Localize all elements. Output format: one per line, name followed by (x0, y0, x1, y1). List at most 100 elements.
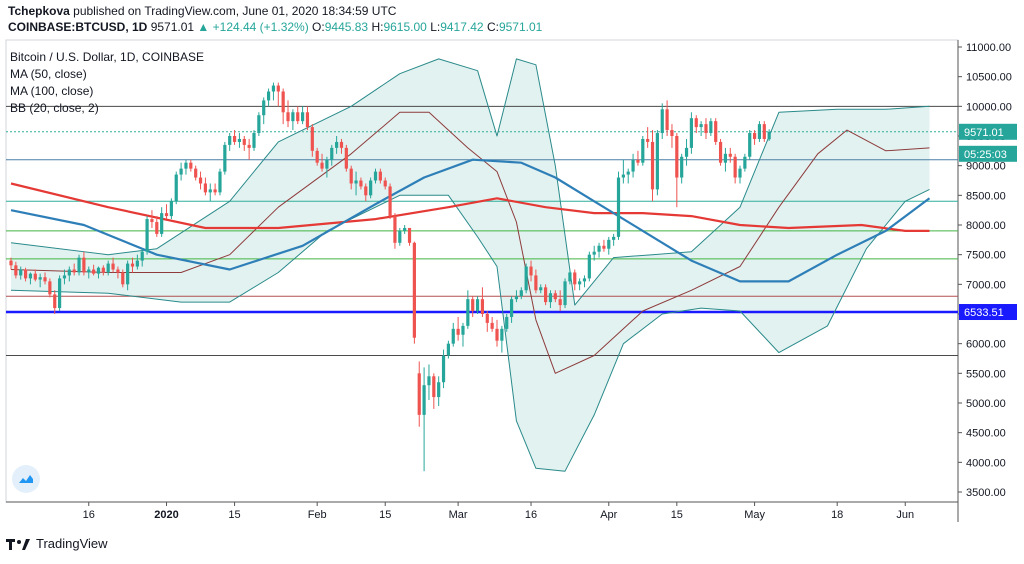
candle-body (53, 294, 57, 309)
candles-group (9, 82, 771, 472)
candle-body (228, 136, 232, 145)
candle-body (305, 112, 310, 128)
candle-body (179, 168, 183, 175)
candle-body (626, 171, 630, 175)
candle-body (699, 124, 703, 128)
candle-body (636, 159, 640, 163)
y-tick-label: 5500.00 (966, 368, 1006, 380)
x-tick-label: 15 (379, 509, 391, 521)
candle-body (92, 269, 96, 274)
candle-body (616, 177, 621, 237)
candle-body (684, 147, 689, 157)
close-value: 9571.01 (498, 20, 543, 34)
chart-title[interactable]: Bitcoin / U.S. Dollar, 1D, COINBASE (10, 50, 205, 64)
open-value: 9445.83 (324, 20, 369, 34)
last-price: 9571.01 (150, 20, 195, 34)
candle-body (587, 254, 591, 279)
candle-body (743, 156, 747, 169)
ma50-line (10, 182, 930, 232)
candle-body (509, 299, 514, 317)
x-tick-label: 16 (83, 509, 95, 521)
y-tick-label: 7000.00 (966, 279, 1006, 291)
candle-body (578, 281, 582, 285)
candle-body (262, 100, 266, 116)
candle-body (602, 245, 606, 249)
candle-body (378, 171, 382, 181)
candle-body (296, 112, 300, 122)
candle-body (111, 263, 115, 270)
candle-body (373, 171, 378, 181)
x-tick-label: Apr (600, 509, 617, 521)
price-label-2: 6533.51 (964, 307, 1004, 319)
candle-body (38, 277, 42, 280)
candle-body (325, 159, 329, 169)
candle-body (67, 269, 71, 276)
candle-body (237, 138, 242, 142)
x-tick-label: 2020 (154, 509, 178, 521)
candle-body (660, 109, 664, 134)
candle-body (232, 136, 237, 142)
candle-body (252, 133, 256, 148)
candle-body (714, 121, 718, 142)
candle-body (475, 299, 480, 312)
tradingview-cloud-icon[interactable] (12, 465, 40, 493)
candle-body (150, 219, 154, 223)
candle-body (354, 180, 358, 184)
published-text: published on TradingView.com, June 01, 2… (69, 4, 397, 18)
symbol-label: COINBASE:BTCUSD, 1D (8, 20, 148, 34)
candle-body (490, 322, 494, 329)
close-label: C: (486, 20, 499, 34)
legend-ma50[interactable]: MA (50, close) (10, 67, 87, 81)
candle-body (534, 275, 538, 291)
candle-body (480, 299, 485, 314)
candle-body (43, 277, 47, 282)
candle-body (407, 227, 412, 243)
candle-body (359, 180, 363, 187)
author-name[interactable]: Tchepkova (8, 4, 70, 18)
y-tick-label: 10000.00 (966, 101, 1012, 113)
candle-body (33, 273, 37, 280)
candle-body (301, 112, 305, 122)
candle-body (694, 118, 698, 128)
candle-body (291, 112, 295, 122)
candle-body (582, 278, 587, 282)
candle-body (339, 141, 344, 148)
candle-body (767, 131, 771, 140)
y-tick-label: 10500.00 (966, 72, 1012, 84)
candle-body (466, 299, 470, 326)
candle-body (310, 127, 314, 151)
candle-body (573, 272, 577, 285)
candle-body (208, 189, 212, 193)
price-label-bg-0 (959, 123, 1017, 140)
candle-body (247, 144, 251, 148)
candle-body (544, 287, 548, 303)
candle-body (398, 230, 402, 243)
high-value: 9615.00 (383, 20, 427, 34)
y-tick-label: 8000.00 (966, 220, 1006, 232)
bb-upper-line (10, 58, 930, 306)
candle-body (101, 267, 105, 273)
candle-body (621, 174, 625, 178)
candle-body (218, 171, 222, 193)
legend-bb[interactable]: BB (20, close, 2) (10, 101, 99, 115)
candle-body (704, 124, 708, 134)
candle-body (383, 180, 387, 187)
candle-body (728, 153, 732, 157)
candle-body (198, 177, 203, 184)
candle-body (471, 299, 475, 312)
candle-body (160, 213, 164, 234)
footer: TradingView (6, 536, 108, 551)
candle-body (9, 260, 13, 266)
candle-body (174, 174, 178, 202)
candle-body (597, 245, 601, 252)
price-label-bg-1 (959, 145, 1017, 162)
candle-body (437, 382, 441, 398)
candle-body (349, 168, 353, 184)
candle-body (655, 133, 659, 190)
legend-ma100[interactable]: MA (100, close) (10, 84, 94, 98)
candle-body (524, 266, 528, 291)
candle-body (432, 376, 436, 398)
x-tick-label: Jun (896, 509, 914, 521)
